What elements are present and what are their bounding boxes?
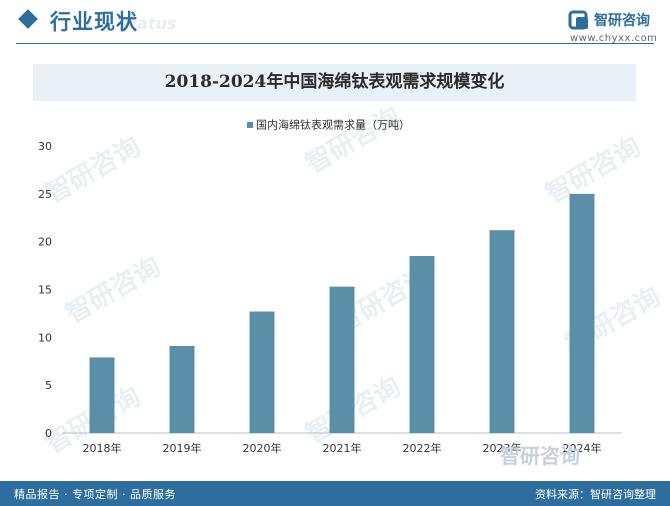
chart-title: 2018-2024年中国海绵钛表观需求规模变化 <box>164 72 505 92</box>
bar <box>89 357 115 433</box>
x-tick-label: 2020年 <box>243 441 282 455</box>
bar <box>169 345 195 433</box>
x-tick-label: 2023年 <box>483 441 522 455</box>
y-tick-label: 10 <box>38 331 52 344</box>
y-tick-label: 15 <box>38 284 52 297</box>
bar <box>489 230 515 433</box>
x-tick-label: 2022年 <box>403 441 442 455</box>
logo-icon <box>568 10 588 30</box>
footer-source: 资料来源：智研咨询整理 <box>535 488 656 501</box>
y-tick-label: 5 <box>45 379 52 392</box>
legend-swatch <box>247 121 253 128</box>
footer-bar: 精品报告 · 专项定制 · 品质服务 资料来源：智研咨询整理 <box>0 481 670 506</box>
header-divider <box>16 43 654 44</box>
bar-chart: 0 5 10 15 20 25 30 2018年 2019年 2020年 2021年 2022年 202… <box>38 140 622 455</box>
bar <box>409 256 435 433</box>
chart-legend: 国内海绵钛表观需求量（万吨） <box>247 114 410 132</box>
section-title: 行业现状 <box>50 10 138 34</box>
bar <box>569 193 595 433</box>
watermark-logo-text: 智研咨询 <box>500 444 580 468</box>
bar <box>249 311 275 433</box>
footer-tagline: 精品报告 · 专项定制 · 品质服务 <box>14 488 176 501</box>
logo-name: 智研咨询 <box>594 13 650 29</box>
header-ghost-text: status <box>120 14 177 33</box>
y-tick-label: 25 <box>38 188 52 201</box>
y-tick-label: 20 <box>38 236 52 249</box>
x-tick-label: 2018年 <box>83 441 122 455</box>
bar <box>329 286 355 433</box>
x-tick-label: 2021年 <box>323 441 362 455</box>
x-tick-label: 2024年 <box>563 441 602 455</box>
legend-label: 国内海绵钛表观需求量（万吨） <box>256 118 410 132</box>
x-tick-label: 2019年 <box>163 441 202 455</box>
logo-url: www.chyxx.com <box>570 33 658 44</box>
y-tick-label: 30 <box>38 140 52 153</box>
chart-title-bar: 2018-2024年中国海绵钛表观需求规模变化 <box>33 64 636 101</box>
y-tick-label: 0 <box>45 427 52 440</box>
page-header: status 行业现状 智研咨询 www.chyxx.com <box>0 0 670 44</box>
